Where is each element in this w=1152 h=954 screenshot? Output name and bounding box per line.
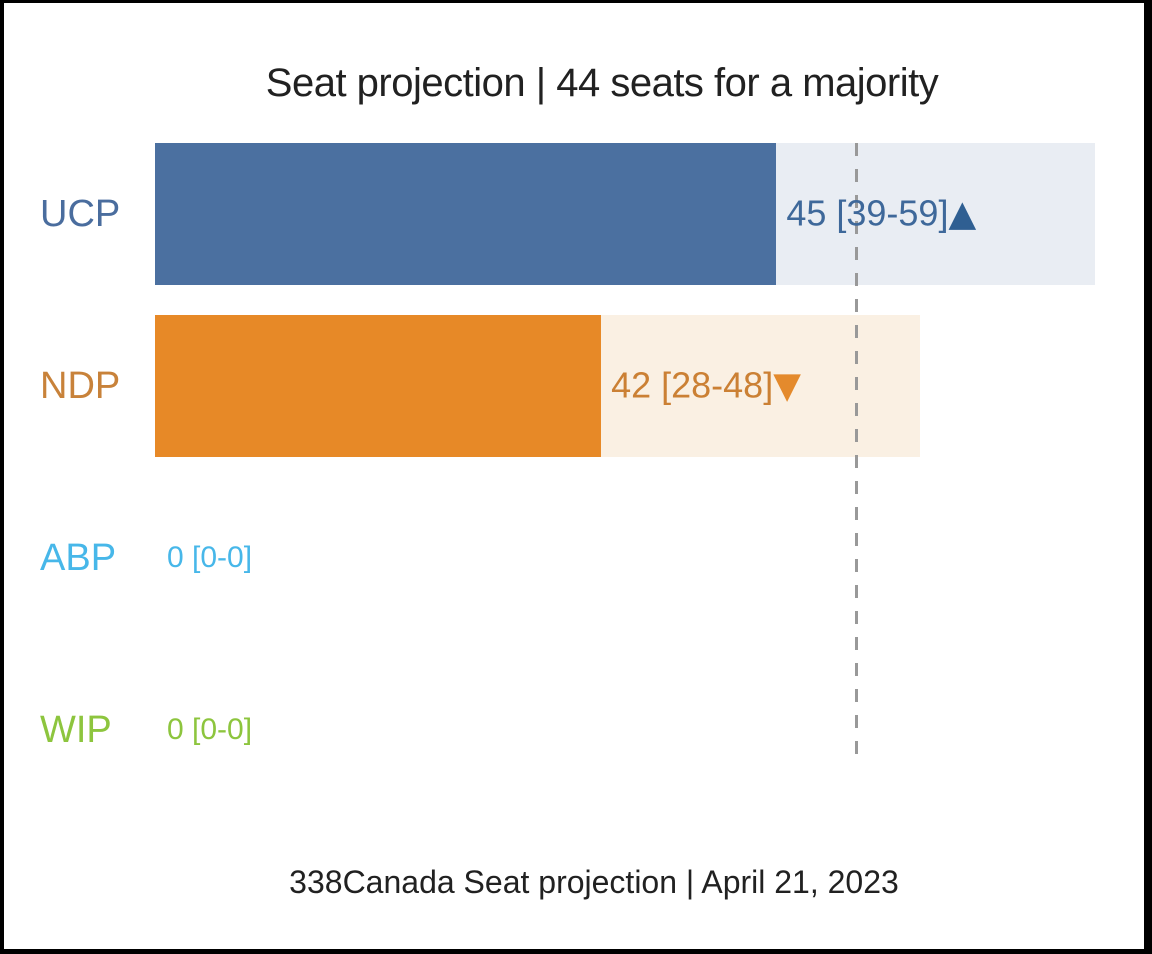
seat-value-label: 0 [0-0] [167,715,252,745]
trend-down-icon: ▼ [773,365,801,407]
seat-value-text: 45 [39-59] [786,192,949,234]
party-row-wip: WIP 0 [0-0] [4,659,1144,801]
party-label: NDP [40,365,121,407]
seat-value-label: 0 [0-0] [167,543,252,573]
seat-value-text: 0 [0-0] [167,541,253,574]
party-label: WIP [40,709,112,751]
party-row-ucp: UCP 45 [39-59]▲ [4,143,1144,285]
party-row-abp: ABP 0 [0-0] [4,487,1144,629]
party-row-ndp: NDP 42 [28-48]▼ [4,315,1144,457]
seat-bar [155,315,602,457]
confidence-band [601,315,920,457]
majority-line [855,143,858,756]
seat-value-text: 42 [28-48] [611,364,774,406]
party-label: UCP [40,193,121,235]
seat-value-label: 42 [28-48]▼ [611,364,801,407]
party-label: ABP [40,537,117,579]
chart-title: Seat projection | 44 seats for a majorit… [265,61,939,105]
plot-area: UCP 45 [39-59]▲ NDP 42 [28-48]▼ ABP 0 [0… [4,3,1144,949]
seat-value-text: 0 [0-0] [167,713,253,746]
seat-bar [155,143,777,285]
confidence-band [776,143,1095,285]
trend-up-icon: ▲ [948,193,977,235]
chart-footer: 338Canada Seat projection | April 21, 20… [289,864,899,900]
seat-value-label: 45 [39-59]▲ [786,192,977,235]
